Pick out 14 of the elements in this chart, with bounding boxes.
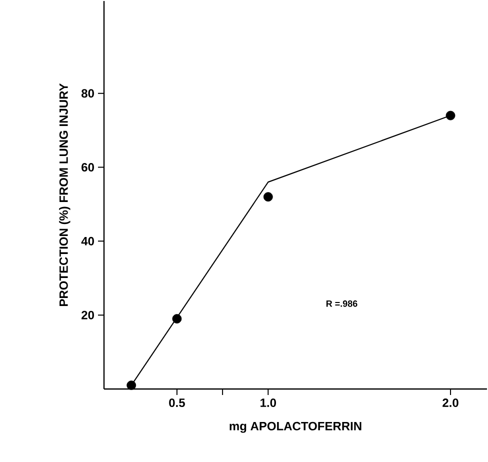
y-tick-label: 80 <box>81 89 94 98</box>
y-axis-title: PROTECTION (%) FROM LUNG INJURY <box>59 83 70 306</box>
y-tick-label: 60 <box>82 163 94 172</box>
x-tick-label: 0.5 <box>169 398 185 408</box>
y-tick-label: 40 <box>81 236 94 246</box>
annotation: R =.986 <box>326 300 358 307</box>
x-tick-label: 1.0 <box>260 398 276 408</box>
point <box>446 110 456 120</box>
y-tick-label: 20 <box>82 310 94 320</box>
point <box>172 314 182 324</box>
point <box>126 380 136 390</box>
x-tick-label: 2.0 <box>442 398 458 408</box>
point <box>263 192 273 202</box>
x-axis-title: mg APOLACTOFERRIN <box>230 422 362 433</box>
